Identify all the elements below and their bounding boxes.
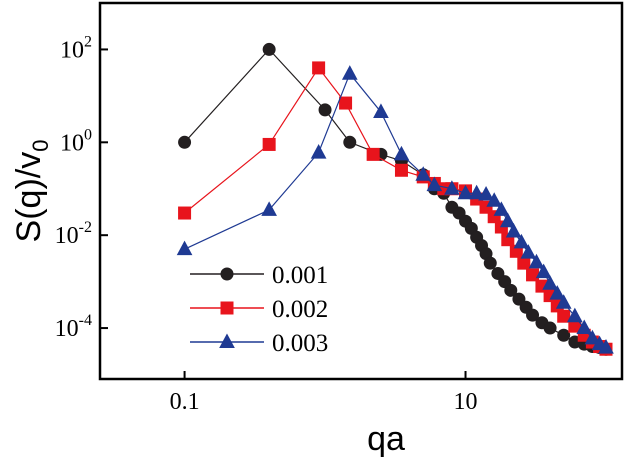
data-point-0.003-9	[457, 184, 474, 200]
data-point-0.001-20	[512, 292, 526, 306]
data-point-0.001-16	[483, 256, 497, 270]
series-line-0.001	[184, 48, 607, 350]
series-0.003	[176, 65, 614, 354]
data-point-0.003-8	[444, 180, 460, 195]
data-point-0.003-2	[310, 144, 327, 159]
data-point-0.003-21	[549, 285, 566, 300]
data-point-0.003-27	[598, 339, 614, 354]
data-point-0.002-2	[312, 61, 326, 75]
data-point-0.002-4	[366, 147, 380, 161]
x-tick-label-0: 0.1	[170, 389, 200, 415]
data-point-0.003-5	[393, 145, 410, 161]
series-0.002	[178, 61, 613, 356]
data-point-0.003-14	[499, 212, 516, 228]
data-point-0.003-10	[468, 184, 485, 200]
y-axis-label-subscript: 0	[28, 140, 53, 152]
data-point-0.001-2	[318, 103, 332, 117]
y-tick-label-1: 100	[60, 126, 92, 156]
data-point-0.003-25	[584, 329, 601, 345]
legend-label-0.001: 0.001	[272, 262, 328, 289]
y-tick-label-3: 10-4	[55, 312, 92, 342]
data-point-0.003-20	[542, 275, 558, 290]
data-point-0.001-1	[262, 42, 276, 56]
legend-marker-0.003	[219, 333, 235, 348]
data-point-0.003-18	[528, 253, 545, 269]
data-point-0.002-3	[339, 96, 353, 110]
data-point-0.003-7	[426, 176, 443, 192]
axes: 0.1 10 102 100 10-2 10-4	[55, 33, 478, 415]
x-axis-label: qa	[367, 420, 405, 458]
data-point-0.003-3	[341, 65, 358, 80]
data-point-0.002-18	[526, 268, 540, 282]
data-point-0.003-4	[373, 103, 389, 118]
legend-marker-0.001	[220, 267, 234, 281]
data-point-0.003-1	[261, 201, 277, 216]
data-point-0.002-1	[262, 137, 276, 151]
data-point-0.003-13	[493, 201, 510, 216]
data-point-0.001-22	[526, 308, 540, 322]
x-tick-label-1: 10	[454, 389, 478, 415]
data-point-0.003-24	[576, 319, 593, 335]
data-point-0.001-3	[343, 135, 357, 149]
plot-frame	[98, 1, 624, 381]
data-point-0.001-25	[557, 328, 571, 342]
legend-marker-0.002	[220, 301, 234, 315]
data-point-0.003-12	[486, 192, 503, 207]
data-point-0.002-22	[557, 309, 571, 323]
data-point-0.003-17	[520, 244, 537, 259]
series-line-0.003	[184, 72, 607, 349]
legend-label-0.003: 0.003	[272, 330, 328, 357]
data-point-0.001-24	[543, 321, 557, 335]
data-point-0.003-16	[513, 233, 530, 249]
series-group	[176, 42, 614, 356]
data-point-0.001-0	[178, 135, 192, 149]
legend: 0.001 0.002 0.003	[190, 262, 328, 357]
data-point-0.002-0	[178, 206, 192, 220]
data-point-0.003-22	[555, 294, 572, 309]
y-axis-label-base: S(q)/v	[10, 152, 48, 243]
data-point-0.003-23	[566, 307, 583, 323]
data-point-0.002-17	[517, 256, 531, 270]
y-tick-label-2: 10-2	[55, 219, 92, 249]
y-axis-label: S(q)/v0	[10, 140, 53, 243]
data-point-0.003-11	[478, 185, 494, 201]
data-point-0.003-0	[176, 240, 193, 256]
data-point-0.001-19	[504, 283, 518, 297]
data-point-0.002-5	[394, 163, 408, 177]
legend-label-0.002: 0.002	[272, 296, 328, 323]
data-point-0.003-19	[535, 263, 552, 279]
data-point-0.003-15	[505, 222, 522, 238]
data-point-0.003-6	[415, 166, 432, 181]
y-tick-label-0: 102	[60, 33, 92, 63]
series-line-0.002	[184, 66, 607, 350]
